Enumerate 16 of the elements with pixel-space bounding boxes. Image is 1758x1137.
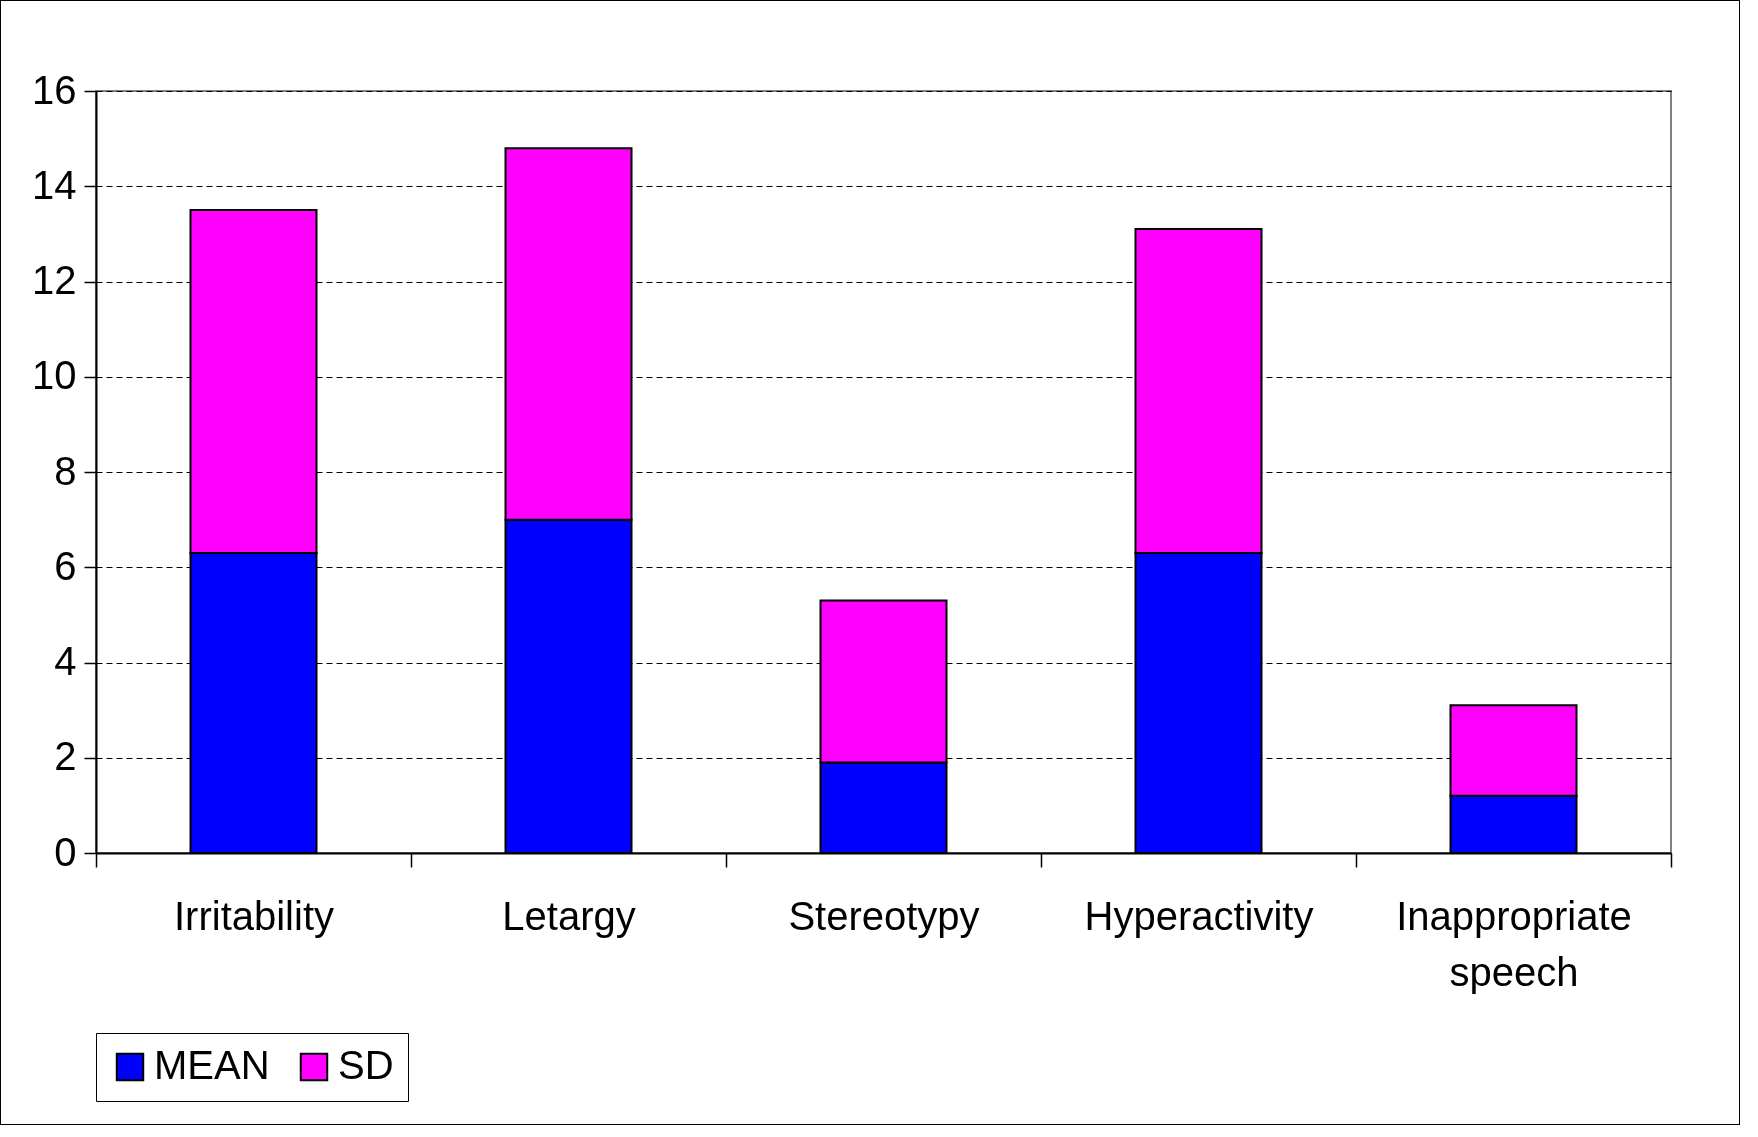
y-tick-label: 0 [54,829,77,874]
legend-label: MEAN [154,1043,270,1087]
y-tick-label: 4 [54,639,77,683]
y-tick-label: 2 [54,734,77,779]
y-tick-label: 14 [32,162,77,207]
x-tick-label: Irritability [173,893,335,938]
y-tick-label: 16 [32,67,77,112]
legend-label: SD [338,1043,394,1087]
y-tick-label: 12 [32,258,77,302]
x-tick-label: Hyperactivity [1084,893,1314,938]
x-tick-label: Letargy [502,893,636,938]
x-tick-label: Stereotypy [788,893,980,938]
y-tick-label: 6 [54,543,77,588]
x-tick-label: Inappropriate speech [1396,893,1632,994]
y-tick-label: 8 [54,448,77,493]
y-tick-label: 10 [32,353,77,398]
